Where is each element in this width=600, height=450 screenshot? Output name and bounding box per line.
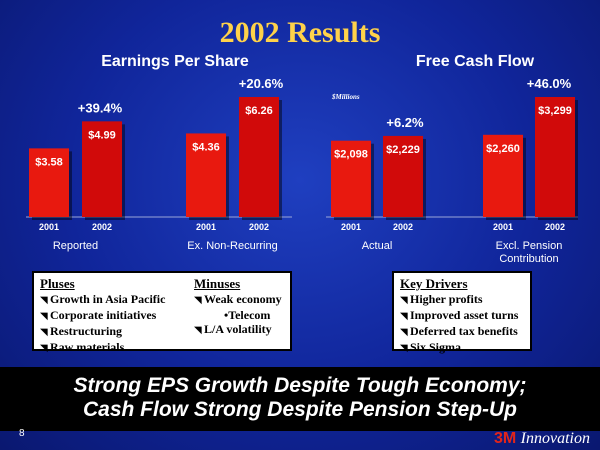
arrow-icon: ◥ (40, 343, 48, 354)
banner-line-1: Strong EPS Growth Despite Tough Economy; (73, 374, 527, 397)
pluses-item: ◥ Restructuring (40, 324, 122, 338)
bar (29, 148, 69, 217)
group-label: Excl. Pension (496, 240, 563, 252)
bar (483, 134, 523, 217)
x-tick-label: 2002 (249, 222, 269, 232)
bar-value-label: $6.26 (245, 105, 273, 117)
bar-value-label: $3,299 (538, 105, 572, 117)
arrow-icon: ◥ (40, 311, 48, 322)
pluses-heading: Pluses (40, 276, 75, 291)
slide-title: 2002 Results (219, 16, 381, 49)
growth-label: +39.4% (78, 100, 123, 115)
growth-label: +6.2% (386, 115, 424, 130)
bar (383, 135, 423, 217)
bar (535, 97, 575, 217)
bar-value-label: $4.99 (88, 129, 116, 141)
pluses-item: ◥ Raw materials (40, 340, 125, 354)
pluses-minuses-box: Pluses ◥ Growth in Asia Pacific ◥ Corporat… (32, 271, 292, 354)
growth-label: +20.6% (239, 76, 284, 91)
pluses-column: Pluses ◥ Growth in Asia Pacific ◥ Corporat… (40, 276, 165, 356)
eps-chart: $3.58 2001 $4.99 2002 +39.4% Reported $4.36 200… (26, 76, 292, 252)
key-drivers-item: ◥ Six Sigma (400, 340, 462, 354)
x-tick-label: 2001 (341, 222, 361, 232)
eps-chart-title: Earnings Per Share (101, 53, 249, 70)
bar (186, 133, 226, 217)
bar (239, 97, 279, 217)
fcf-chart-title: Free Cash Flow (415, 53, 535, 70)
page-number: 8 (19, 428, 25, 439)
pluses-item: ◥ Growth in Asia Pacific (40, 292, 166, 306)
x-tick-label: 2001 (196, 222, 216, 232)
x-tick-label: 2002 (545, 222, 565, 232)
x-tick-label: 2002 (92, 222, 112, 232)
bar-value-label: $2,098 (334, 149, 368, 161)
bar (331, 140, 371, 217)
unit-label: $Millions (331, 93, 360, 101)
brand-tagline: Innovation (520, 430, 590, 447)
x-tick-label: 2001 (39, 222, 59, 232)
group-label: Reported (53, 240, 98, 252)
brand-logo: 3M (493, 430, 517, 447)
arrow-icon: ◥ (400, 343, 408, 354)
bar-value-label: $4.36 (192, 141, 220, 153)
key-drivers-item: ◥ Deferred tax benefits (400, 324, 518, 338)
minuses-column: Minuses ◥ Weak economy •Telecom ◥ L/A vola… (194, 276, 282, 338)
x-tick-label: 2002 (393, 222, 413, 232)
summary-banner: Strong EPS Growth Despite Tough Economy;… (0, 367, 600, 431)
minuses-item: ◥ L/A volatility (194, 322, 272, 336)
bar-value-label: $3.58 (35, 156, 63, 168)
arrow-icon: ◥ (194, 295, 202, 306)
key-drivers-item: ◥ Higher profits (400, 292, 483, 306)
minuses-heading: Minuses (194, 276, 241, 291)
arrow-icon: ◥ (400, 327, 408, 338)
arrow-icon: ◥ (40, 327, 48, 338)
banner-line-2: Cash Flow Strong Despite Pension Step-Up (82, 398, 518, 421)
minuses-item: ◥ Weak economy (194, 292, 282, 306)
key-drivers-heading: Key Drivers (400, 276, 468, 291)
fcf-chart: $2,098 2001 $2,229 2002 +6.2% Actual $2,260 200… (326, 76, 578, 265)
group-label: Ex. Non-Recurring (187, 240, 277, 252)
bar-value-label: $2,229 (386, 144, 420, 156)
group-label: Actual (362, 240, 393, 252)
footer-logo: 3M Innovation (494, 430, 590, 448)
growth-label: +46.0% (527, 76, 572, 91)
pluses-item: ◥ Corporate initiatives (40, 308, 157, 322)
x-tick-label: 2001 (493, 222, 513, 232)
minuses-item: •Telecom (224, 308, 271, 322)
group-label: Contribution (499, 253, 558, 265)
bar-value-label: $2,260 (486, 143, 520, 155)
key-drivers-item: ◥ Improved asset turns (400, 308, 519, 322)
arrow-icon: ◥ (194, 325, 202, 336)
key-drivers-box: Key Drivers ◥ Higher profits ◥ Improved as… (392, 271, 532, 354)
arrow-icon: ◥ (400, 295, 408, 306)
arrow-icon: ◥ (40, 295, 48, 306)
bar (82, 121, 122, 217)
arrow-icon: ◥ (400, 311, 408, 322)
